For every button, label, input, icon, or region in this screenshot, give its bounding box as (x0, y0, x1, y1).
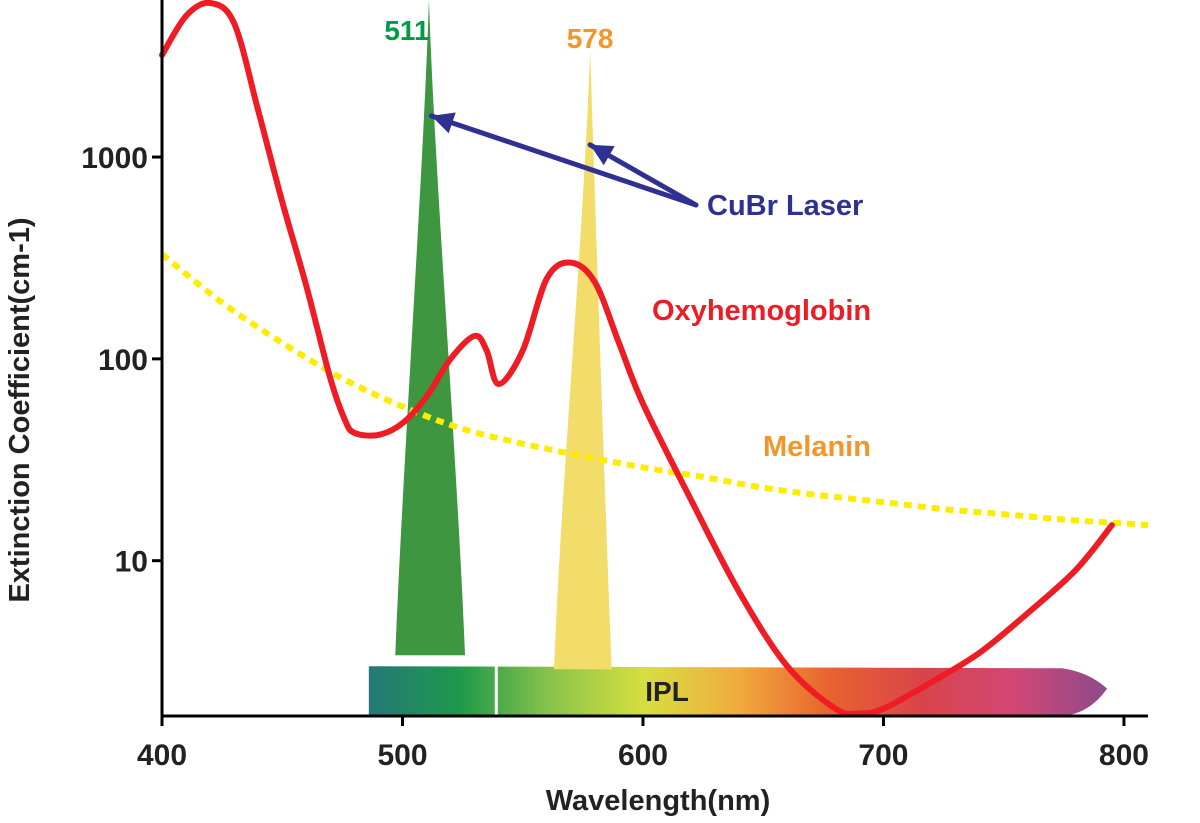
series-oxyhemoglobin (159, 0, 1115, 717)
ipl-band-label: IPL (645, 676, 689, 707)
x-tick-label-500: 500 (377, 739, 427, 772)
y-tick-label-1000: 1000 (81, 142, 148, 175)
x-tick-label-700: 700 (858, 739, 908, 772)
y-tick-label-100: 100 (98, 344, 148, 377)
text-layer: Wavelength(nm) Extinction Coefficient(cm… (4, 15, 871, 817)
oxyhemoglobin-annotation: Oxyhemoglobin (652, 295, 871, 327)
peak-511-label: 511 (384, 15, 429, 46)
peak-578-label: 578 (567, 23, 614, 54)
axis-layer (160, 0, 1148, 718)
cubr-arrow-head-2 (590, 144, 615, 166)
laser-peak-578 (553, 49, 612, 670)
tick-layer: 400 500 600 700 800 10 100 1000 (81, 142, 1149, 772)
x-tick-label-800: 800 (1099, 739, 1149, 772)
series-melanin (160, 251, 1149, 529)
cubr-laser-annotation: CuBr Laser (707, 190, 863, 222)
melanin-annotation: Melanin (763, 431, 871, 463)
laser-peaks-layer (395, 0, 612, 670)
ipl-band-layer (368, 666, 1108, 716)
ipl-band (368, 666, 1108, 716)
arrow-layer (428, 112, 699, 208)
x-tick-label-400: 400 (137, 739, 187, 772)
y-axis-title: Extinction Coefficient(cm-1) (4, 217, 36, 602)
cubr-arrow-line-1 (428, 113, 699, 208)
x-tick-label-600: 600 (618, 739, 668, 772)
series-layer (159, 0, 1149, 717)
laser-peak-511 (395, 0, 466, 656)
x-axis-title: Wavelength(nm) (546, 785, 770, 817)
y-tick-label-10: 10 (115, 546, 148, 579)
cubr-arrow-head-1 (431, 112, 456, 134)
